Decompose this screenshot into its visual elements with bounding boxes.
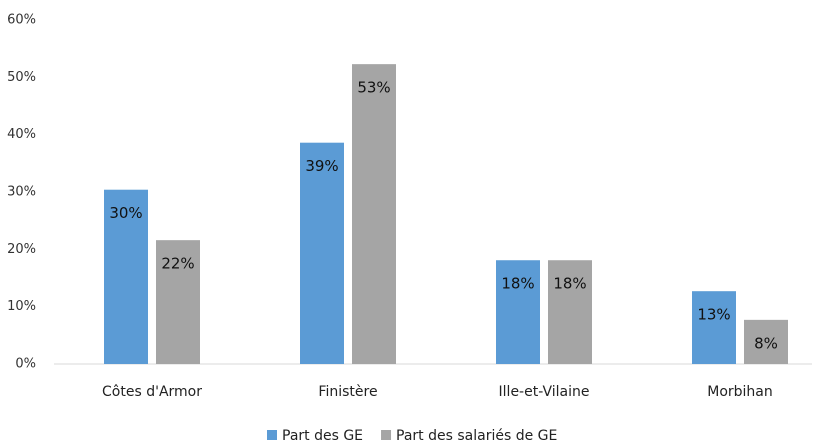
bar — [300, 142, 344, 364]
bar — [156, 240, 200, 364]
x-tick-label: Ille-et-Vilaine — [499, 384, 590, 400]
value-label: 53% — [357, 79, 390, 97]
value-label: 39% — [305, 157, 338, 175]
legend-label: Part des GE — [282, 428, 363, 443]
value-label: 13% — [697, 306, 730, 324]
y-tick-label: 0% — [15, 357, 36, 372]
legend-swatch — [381, 430, 392, 440]
legend-label: Part des salariés de GE — [396, 428, 557, 443]
value-label: 30% — [109, 204, 142, 222]
legend-swatch — [267, 430, 277, 440]
value-label: 22% — [161, 255, 194, 273]
bar — [496, 260, 540, 364]
y-tick-label: 40% — [7, 127, 36, 142]
bar — [548, 260, 592, 364]
x-tick-label: Côtes d'Armor — [102, 384, 202, 400]
y-tick-label: 50% — [7, 70, 36, 85]
x-tick-label: Finistère — [318, 384, 377, 400]
value-label: 18% — [553, 275, 586, 293]
bar — [692, 291, 736, 364]
y-tick-label: 60% — [7, 13, 36, 28]
y-tick-label: 30% — [7, 185, 36, 200]
x-tick-label: Morbihan — [707, 384, 773, 400]
value-label: 18% — [501, 275, 534, 293]
y-tick-label: 10% — [7, 299, 36, 314]
bar — [744, 319, 788, 364]
bar — [104, 189, 148, 364]
bar — [352, 64, 396, 364]
y-tick-label: 20% — [7, 242, 36, 257]
value-label: 8% — [754, 334, 778, 352]
